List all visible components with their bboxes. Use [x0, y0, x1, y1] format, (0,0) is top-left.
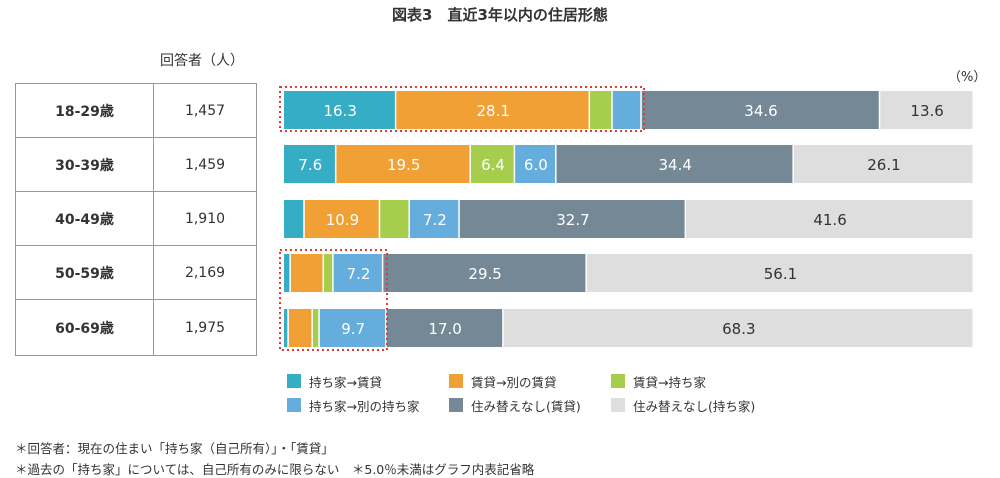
legend-item: 住み替えなし(持ち家) — [611, 396, 755, 414]
legend-swatch — [287, 374, 301, 388]
bar-segment — [556, 145, 793, 183]
table-row: 60-69歳 1,975 — [16, 300, 256, 355]
legend-label: 持ち家→別の持ち家 — [309, 398, 420, 414]
highlight-box — [279, 249, 388, 351]
data-label: 7.2 — [347, 265, 371, 283]
bar-segment — [880, 91, 973, 129]
data-label: 7.2 — [423, 211, 447, 229]
age-group: 30-39歳 — [16, 138, 154, 191]
data-label: 68.3 — [722, 320, 755, 338]
bar-segment — [319, 309, 386, 347]
unit-label: （%） — [948, 70, 987, 85]
table-row: 18-29歳 1,457 — [16, 84, 256, 138]
bar-segment — [288, 309, 312, 347]
respondent-count: 1,459 — [184, 156, 226, 173]
legend-label: 住み替えなし(持ち家) — [633, 398, 756, 414]
table-row: 30-39歳 1,459 — [16, 138, 256, 192]
data-label: 34.6 — [744, 102, 777, 120]
bar-segment — [641, 91, 879, 129]
legend-swatch — [449, 398, 463, 412]
respondents-header: 回答者（人） — [160, 53, 244, 69]
bar-segment — [333, 254, 382, 292]
data-label: 28.1 — [477, 102, 510, 120]
bar-segment — [383, 254, 586, 292]
footnote: ＊回答者：現在の住まい「持ち家（自己所有）」・「賃貸」 — [15, 441, 334, 456]
legend-label: 賃貸→別の賃貸 — [471, 374, 557, 390]
age-group: 18-29歳 — [16, 84, 154, 137]
legend-label: 持ち家→賃貸 — [309, 374, 382, 390]
legend-swatch — [611, 374, 625, 388]
bar-segment — [386, 309, 503, 347]
respondents-table: 18-29歳 1,457 30-39歳 1,459 40-49歳 1,910 50-5… — [15, 83, 257, 356]
respondent-count: 2,169 — [184, 264, 226, 281]
data-label: 19.5 — [387, 156, 420, 174]
bar-segment — [304, 200, 379, 238]
data-label: 6.0 — [524, 156, 548, 174]
bar-segment — [503, 309, 973, 347]
age-group: 50-59歳 — [16, 246, 154, 299]
legend-item: 持ち家→賃貸 — [287, 372, 382, 390]
data-label: 10.9 — [326, 211, 359, 229]
bar-segment — [284, 254, 290, 292]
respondent-count: 1,975 — [184, 319, 226, 336]
data-label: 32.7 — [556, 211, 589, 229]
data-label: 7.6 — [298, 156, 322, 174]
respondent-count: 1,457 — [184, 102, 226, 119]
bar-segment — [586, 254, 973, 292]
bar-segment — [312, 309, 319, 347]
age-group: 40-49歳 — [16, 192, 154, 245]
bar-segment — [590, 91, 612, 129]
legend-swatch — [611, 398, 625, 412]
bar-segment — [686, 200, 973, 238]
age-group: 60-69歳 — [16, 300, 154, 355]
bar-segment — [284, 200, 304, 238]
bar-segment — [380, 200, 409, 238]
respondent-count: 1,910 — [184, 210, 226, 227]
bar-segment — [284, 309, 288, 347]
table-row: 50-59歳 2,169 — [16, 246, 256, 300]
data-label: 56.1 — [764, 265, 797, 283]
chart-title: 図表3 直近3年以内の住居形態 — [392, 6, 608, 24]
data-label: 17.0 — [428, 320, 461, 338]
footnote: ＊過去の「持ち家」については、自己所有のみに限らない ＊5.0％未満はグラフ内表… — [15, 462, 535, 477]
legend-item: 持ち家→別の持ち家 — [287, 396, 419, 414]
legend-item: 賃貸→持ち家 — [611, 372, 706, 390]
legend-label: 賃貸→持ち家 — [633, 374, 706, 390]
data-label: 34.4 — [659, 156, 692, 174]
bar-segment — [290, 254, 323, 292]
data-label: 13.6 — [910, 102, 943, 120]
legend-label: 住み替えなし(賃貸) — [471, 398, 581, 414]
legend-swatch — [287, 398, 301, 412]
bar-segment — [470, 145, 514, 183]
data-label: 9.7 — [341, 320, 365, 338]
bar-segment — [793, 145, 973, 183]
table-row: 40-49歳 1,910 — [16, 192, 256, 246]
legend-swatch — [449, 374, 463, 388]
bar-segment — [459, 200, 685, 238]
legend-item: 賃貸→別の賃貸 — [449, 372, 556, 390]
bar-segment — [284, 91, 395, 129]
data-label: 29.5 — [468, 265, 501, 283]
data-label: 6.4 — [481, 156, 505, 174]
bar-segment — [612, 91, 641, 129]
data-label: 26.1 — [867, 156, 900, 174]
bar-segment — [409, 200, 459, 238]
bar-segment — [396, 91, 589, 129]
bar-segment — [336, 145, 470, 183]
data-label: 41.6 — [813, 211, 846, 229]
bar-segment — [515, 145, 556, 183]
highlight-box — [279, 86, 645, 132]
data-label: 16.3 — [323, 102, 356, 120]
legend-item: 住み替えなし(賃貸) — [449, 396, 581, 414]
bar-segment — [324, 254, 333, 292]
bar-segment — [284, 145, 335, 183]
